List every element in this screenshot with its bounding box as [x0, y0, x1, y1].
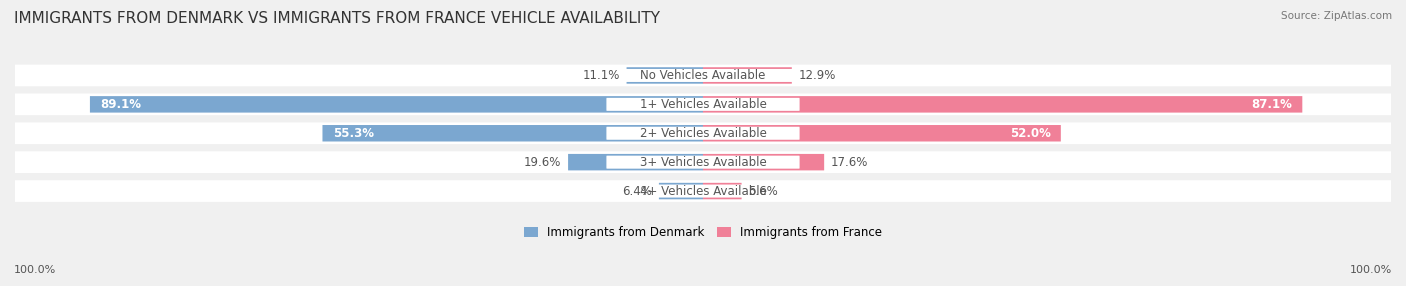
FancyBboxPatch shape — [703, 96, 1302, 113]
FancyBboxPatch shape — [606, 98, 800, 111]
FancyBboxPatch shape — [322, 125, 703, 142]
Text: Source: ZipAtlas.com: Source: ZipAtlas.com — [1281, 11, 1392, 21]
FancyBboxPatch shape — [606, 127, 800, 140]
FancyBboxPatch shape — [15, 94, 1391, 115]
Text: 89.1%: 89.1% — [100, 98, 142, 111]
Text: 3+ Vehicles Available: 3+ Vehicles Available — [640, 156, 766, 169]
Text: 6.4%: 6.4% — [623, 184, 652, 198]
FancyBboxPatch shape — [15, 122, 1391, 144]
FancyBboxPatch shape — [659, 183, 703, 199]
FancyBboxPatch shape — [627, 67, 703, 84]
FancyBboxPatch shape — [606, 156, 800, 169]
FancyBboxPatch shape — [703, 125, 1062, 142]
Text: 55.3%: 55.3% — [333, 127, 374, 140]
Text: 1+ Vehicles Available: 1+ Vehicles Available — [640, 98, 766, 111]
FancyBboxPatch shape — [15, 180, 1391, 202]
FancyBboxPatch shape — [568, 154, 703, 170]
Text: 11.1%: 11.1% — [582, 69, 620, 82]
Text: 87.1%: 87.1% — [1251, 98, 1292, 111]
Legend: Immigrants from Denmark, Immigrants from France: Immigrants from Denmark, Immigrants from… — [519, 221, 887, 244]
FancyBboxPatch shape — [606, 69, 800, 82]
FancyBboxPatch shape — [90, 96, 703, 113]
FancyBboxPatch shape — [15, 65, 1391, 86]
Text: 52.0%: 52.0% — [1010, 127, 1050, 140]
Text: 17.6%: 17.6% — [831, 156, 869, 169]
Text: 2+ Vehicles Available: 2+ Vehicles Available — [640, 127, 766, 140]
Text: 19.6%: 19.6% — [524, 156, 561, 169]
Text: 12.9%: 12.9% — [799, 69, 837, 82]
Text: 4+ Vehicles Available: 4+ Vehicles Available — [640, 184, 766, 198]
FancyBboxPatch shape — [703, 67, 792, 84]
Text: 100.0%: 100.0% — [14, 265, 56, 275]
FancyBboxPatch shape — [606, 184, 800, 198]
FancyBboxPatch shape — [15, 151, 1391, 173]
Text: No Vehicles Available: No Vehicles Available — [640, 69, 766, 82]
Text: 5.6%: 5.6% — [748, 184, 778, 198]
FancyBboxPatch shape — [703, 183, 741, 199]
Text: IMMIGRANTS FROM DENMARK VS IMMIGRANTS FROM FRANCE VEHICLE AVAILABILITY: IMMIGRANTS FROM DENMARK VS IMMIGRANTS FR… — [14, 11, 659, 26]
Text: 100.0%: 100.0% — [1350, 265, 1392, 275]
FancyBboxPatch shape — [703, 154, 824, 170]
